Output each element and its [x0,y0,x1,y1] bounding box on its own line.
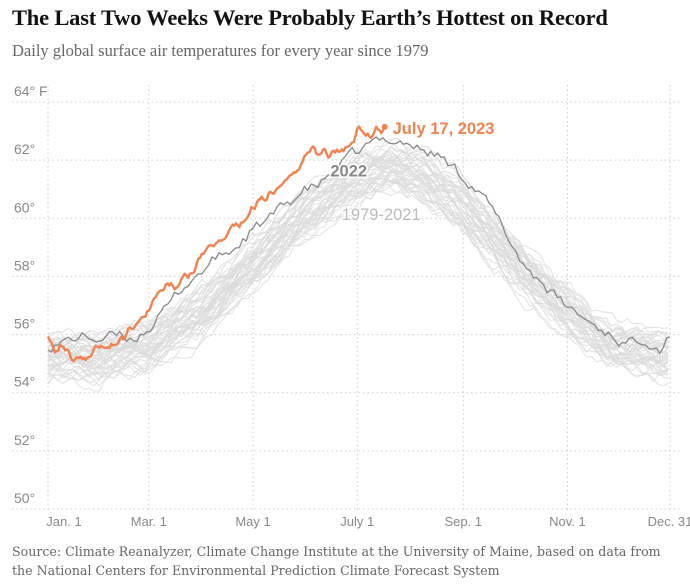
y-tick-label: 62° [14,141,35,157]
endpoint-2023-dot [381,123,388,130]
x-tick-label: Mar. 1 [131,514,167,529]
series-2023 [46,123,388,363]
y-axis-labels: 50° 52° 54° 56° 58° 60° 62° 64° F [14,83,48,506]
x-tick-label: July 1 [340,514,374,529]
annotation-2023: July 17, 2023 [393,120,495,138]
y-tick-label: 54° [14,374,35,390]
series-2022 [47,136,671,355]
line-2023 [46,125,386,363]
x-axis-labels: Jan. 1 Mar. 1 May 1 July 1 Sep. 1 Nov. 1 Dec. … [46,514,690,529]
historical-year-line [47,169,669,367]
historical-year-line [47,151,669,353]
source-note: Source: Climate Reanalyzer, Climate Chan… [12,542,690,580]
historical-year-line [47,169,669,370]
x-tick-label: Jan. 1 [46,514,81,529]
y-tick-label: 52° [14,432,35,448]
x-tick-label: Sep. 1 [444,514,482,529]
annotation-1979-2021: 1979-2021 [342,206,421,224]
y-tick-label: 60° [14,199,35,215]
x-tick-label: Dec. 31 [648,514,690,529]
y-tick-label: 56° [14,316,35,332]
historical-year-line [47,146,669,344]
y-tick-label: 64° F [14,83,48,99]
source-line-1: Source: Climate Reanalyzer, Climate Chan… [12,544,661,559]
source-line-2: the National Centers for Environmental P… [12,563,500,578]
annotation-2022: 2022 [330,162,367,180]
annotations: July 17, 2023 2022 1979-2021 [329,120,495,226]
y-tick-label: 58° [14,257,35,273]
historical-year-line [47,166,669,371]
historical-year-line [47,179,669,381]
historical-year-line [47,167,669,366]
historical-year-line [47,139,669,343]
historical-year-line [47,149,669,354]
y-tick-label: 50° [14,490,35,506]
x-tick-label: May 1 [235,514,270,529]
chart-title: The Last Two Weeks Were Probably Earth’s… [12,5,608,30]
historical-year-line [47,151,669,359]
chart-subtitle: Daily global surface air temperatures fo… [12,41,429,60]
historical-year-line [47,158,669,356]
historical-year-line [47,162,669,370]
historical-year-line [47,154,669,359]
line-2022 [47,136,671,355]
x-tick-label: Nov. 1 [549,514,586,529]
